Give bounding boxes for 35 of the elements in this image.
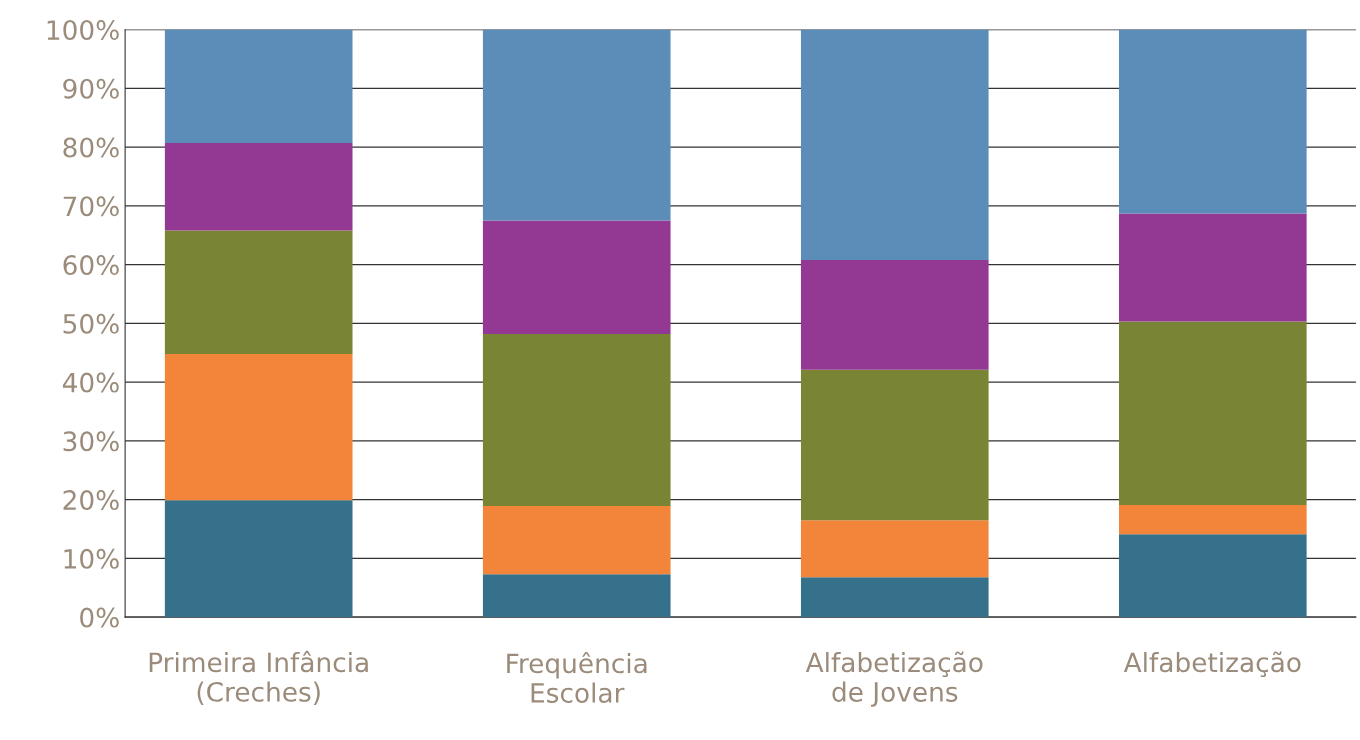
x-tick-label: Primeira Infância (Creches)	[149, 650, 368, 705]
y-tick-label: 90%	[63, 78, 119, 99]
x-tick-label: Alfabetização de Jovens	[805, 651, 983, 707]
y-tick-label: 40%	[62, 372, 119, 393]
y-tick-label: 0%	[80, 607, 119, 628]
y-tick-label: 10%	[64, 548, 119, 569]
bar	[482, 29, 671, 221]
bar	[164, 230, 353, 354]
y-tick-label: 60%	[63, 255, 119, 276]
bar	[482, 333, 671, 507]
bar	[800, 520, 989, 578]
bar	[800, 577, 989, 618]
y-tick-label: 20%	[63, 490, 119, 511]
bar	[1118, 321, 1307, 505]
bar	[164, 500, 353, 618]
bar	[482, 574, 671, 618]
bar	[800, 29, 989, 260]
y-tick-label: 80%	[63, 137, 119, 158]
bar	[1118, 29, 1307, 214]
y-tick-label: 100%	[47, 20, 119, 40]
bar	[800, 369, 989, 521]
bar	[800, 259, 989, 370]
bar	[1118, 213, 1307, 322]
y-tick-label: 50%	[63, 313, 119, 334]
y-tick-label: 70%	[63, 196, 119, 217]
bar	[164, 29, 353, 143]
bar	[482, 506, 671, 575]
bar	[164, 143, 353, 231]
x-tick-label: Alfabetização	[1123, 651, 1301, 678]
y-tick-label: 30%	[63, 431, 119, 452]
bar	[1118, 504, 1307, 535]
bar	[164, 353, 353, 501]
bar	[1118, 534, 1307, 618]
x-tick-label: Frequência Escolar	[507, 651, 647, 703]
bar	[482, 220, 671, 334]
